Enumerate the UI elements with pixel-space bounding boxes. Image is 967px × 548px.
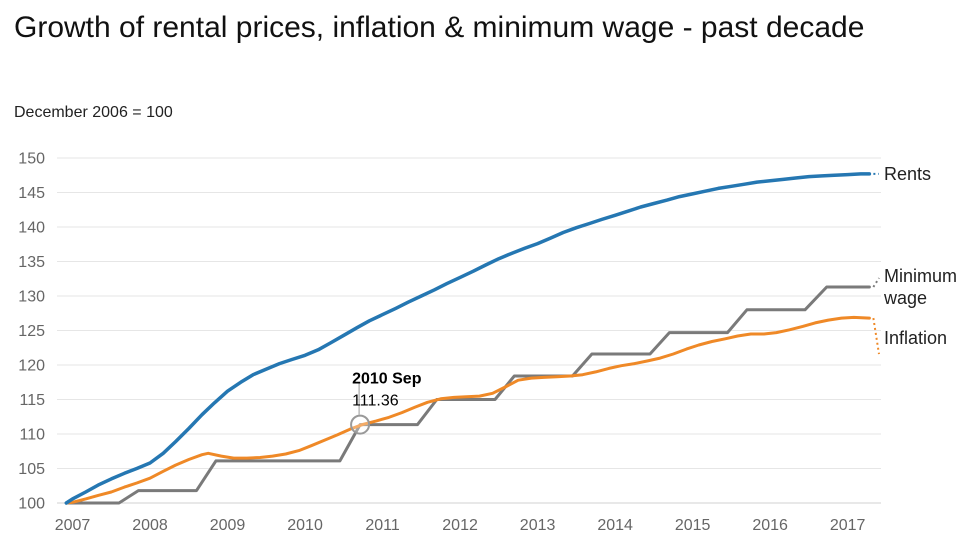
y-tick-label: 120: [18, 358, 45, 375]
inflation-label-connector: [872, 317, 880, 355]
x-tick-label: 2015: [675, 517, 711, 534]
y-tick-label: 130: [18, 289, 45, 306]
y-tick-label: 150: [18, 151, 45, 168]
tooltip-date: 2010 Sep: [352, 371, 422, 388]
minimum-wage-series-label: wage: [883, 288, 927, 308]
inflation-line[interactable]: [64, 315, 871, 505]
rents-series-label: Rents: [884, 164, 931, 184]
rents-line[interactable]: [64, 172, 872, 505]
y-tick-label: 135: [18, 254, 45, 271]
y-tick-label: 105: [18, 461, 45, 478]
y-tick-label: 145: [18, 185, 45, 202]
chart-title: Growth of rental prices, inflation & min…: [14, 11, 865, 44]
inflation-series-label: Inflation: [884, 328, 947, 348]
y-tick-label: 125: [18, 323, 45, 340]
minimum-wage-label-connector: [872, 277, 880, 288]
x-tick-label: 2008: [132, 517, 168, 534]
x-tick-label: 2012: [442, 517, 478, 534]
x-tick-label: 2016: [752, 517, 788, 534]
x-tick-label: 2010: [287, 517, 323, 534]
tooltip-value: 111.36: [352, 393, 399, 410]
minimum-wage-series-label: Minimum: [884, 266, 957, 286]
x-tick-label: 2011: [365, 517, 400, 534]
x-tick-label: 2017: [830, 517, 866, 534]
x-tick-label: 2007: [55, 517, 91, 534]
chart-subtitle: December 2006 = 100: [14, 104, 173, 121]
x-tick-label: 2009: [210, 517, 246, 534]
y-tick-label: 110: [19, 427, 45, 444]
y-tick-label: 140: [18, 220, 45, 237]
highlighted-point-marker[interactable]: [350, 414, 371, 435]
x-tick-label: 2013: [520, 517, 556, 534]
minimum-wage-line[interactable]: [64, 285, 871, 505]
y-tick-label: 115: [19, 392, 45, 409]
y-tick-label: 100: [18, 496, 45, 513]
x-tick-label: 2014: [597, 517, 633, 534]
